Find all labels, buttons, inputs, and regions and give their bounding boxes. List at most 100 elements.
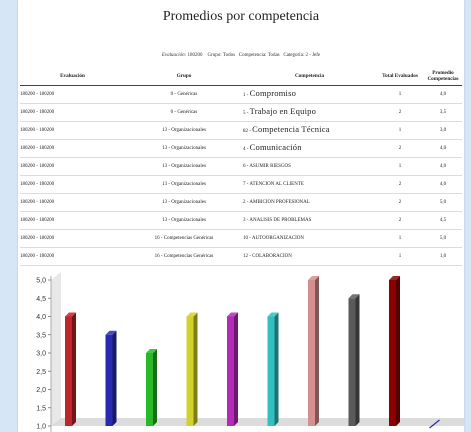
competencia-name: ATENCION AL CLIENTE xyxy=(249,181,304,187)
competencia-code: 2 - xyxy=(243,199,249,205)
cell-promedio: 5,0 xyxy=(424,193,462,212)
competencia-name: ASUMIR RIESGOS xyxy=(249,163,291,169)
report-page: Promedios por competencia Evaluación: 18… xyxy=(18,0,464,432)
cell-total-evaluados: 1 xyxy=(376,157,424,176)
table-row: 180200 - 180200 16 - Competencias Genéric… xyxy=(20,229,462,248)
chart-side-wall xyxy=(51,272,61,426)
evaluacion-label: Evaluación: xyxy=(161,53,187,58)
competencia-code: 6 - xyxy=(243,163,249,169)
cell-grupo: 13 - Organizacionales xyxy=(125,175,243,194)
cell-total-evaluados: 2 xyxy=(376,193,424,212)
cell-evaluacion: 180200 - 180200 xyxy=(20,85,125,104)
competencia-code: 5 - xyxy=(243,111,249,116)
grupo-label: Grupo: xyxy=(207,53,222,58)
cell-promedio: 4,0 xyxy=(424,175,462,194)
competencia-code: 82 - xyxy=(243,129,251,134)
cell-promedio: 3,5 xyxy=(424,103,462,122)
competencia-name: AUTOORGANIZACION xyxy=(251,235,305,241)
y-tick-label: 3,0 xyxy=(36,351,46,358)
cell-grupo: 13 - Organizacionales xyxy=(125,193,243,212)
y-tick-label: 4,5 xyxy=(36,296,46,303)
y-tick-label: 5,0 xyxy=(36,278,46,285)
table-row: 180200 - 180200 13 - Organizacionales 82 -… xyxy=(20,121,462,140)
cell-evaluacion: 180200 - 180200 xyxy=(20,247,125,266)
cell-total-evaluados: 2 xyxy=(376,175,424,194)
cell-competencia: 4 - Comunicación xyxy=(243,139,376,158)
table-row: 180200 - 180200 0 - Genéricas 5 - Trabajo … xyxy=(20,103,462,122)
cell-competencia: 3 - ANALISIS DE PROBLEMAS xyxy=(243,211,376,230)
bar-6 xyxy=(267,316,275,426)
competencia-name: COLABORACION xyxy=(252,253,292,259)
table-row: 180200 - 180200 13 - Organizacionales 4 - … xyxy=(20,139,462,158)
bar-top-7 xyxy=(308,276,319,280)
cell-promedio: 5,0 xyxy=(424,229,462,248)
bar-top-5 xyxy=(227,312,238,317)
y-tick-label: 4,0 xyxy=(36,314,46,321)
cell-evaluacion: 180200 - 180200 xyxy=(20,103,125,122)
competencia-name: Trabajo en Equipo xyxy=(249,106,317,116)
competencia-code: 4 - xyxy=(243,147,249,152)
header-competencia: Competencia xyxy=(243,67,376,86)
cell-evaluacion: 180200 - 180200 xyxy=(20,211,125,230)
report-title: Promedios por competencia xyxy=(162,9,320,24)
grupo-value: Todos xyxy=(222,53,236,58)
cell-grupo: 16 - Competencias Genéricas xyxy=(125,229,243,248)
bar-3 xyxy=(146,353,153,426)
report-parameters: Evaluación: 180200 Grupo: Todos Competen… xyxy=(18,53,464,58)
cell-total-evaluados: 2 xyxy=(376,139,424,158)
cell-competencia: 2 - AMBICION PROFESIONAL xyxy=(243,193,376,212)
table-row: 180200 - 180200 13 - Organizacionales 6 - … xyxy=(20,157,462,176)
cell-competencia: 10 - AUTOORGANIZACION xyxy=(243,229,376,248)
competencia-name: AMBICION PROFESIONAL xyxy=(249,199,310,205)
competencia-name: ANALISIS DE PROBLEMAS xyxy=(249,217,312,223)
cell-grupo: 13 - Organizacionales xyxy=(125,157,243,176)
bar-side-5 xyxy=(234,312,238,426)
table-row: 180200 - 180200 0 - Genéricas 1 - Compromi… xyxy=(20,85,462,104)
header-grupo: Grupo xyxy=(125,67,243,86)
bar-side-7 xyxy=(315,276,319,426)
bar-top-2 xyxy=(105,330,117,335)
cell-promedio: 4,0 xyxy=(424,157,462,176)
cell-total-evaluados: 2 xyxy=(376,211,424,230)
bar-top-6 xyxy=(267,312,279,317)
competencia-name: Comunicación xyxy=(249,142,302,152)
cell-competencia: 7 - ATENCION AL CLIENTE xyxy=(243,175,376,194)
cell-promedio: 4,0 xyxy=(424,85,462,104)
bar-2 xyxy=(105,334,113,426)
competency-bar-chart: 1,0 1,5 2,0 2,5 3,0 3,5 4,0 4,5 5,0 xyxy=(36,272,464,432)
cell-evaluacion: 180200 - 180200 xyxy=(20,229,125,248)
table-header-row: Evaluación Grupo Competencia Total Evalu… xyxy=(20,67,462,86)
cell-competencia: 82 - Competencia Técnica xyxy=(243,121,376,140)
bar-side-8 xyxy=(355,294,360,426)
categoria-label: Categoría: xyxy=(283,53,305,58)
cell-grupo: 0 - Genéricas xyxy=(125,85,243,104)
header-total-evaluados: Total Evaluados xyxy=(376,67,424,86)
table-body: 180200 - 180200 0 - Genéricas 1 - Compromi… xyxy=(20,85,462,266)
bar-1 xyxy=(65,316,72,426)
bar-side-6 xyxy=(274,312,279,426)
table-row: 180200 - 180200 13 - Organizacionales 3 - … xyxy=(20,211,462,230)
cell-evaluacion: 180200 - 180200 xyxy=(20,175,125,194)
competencia-name: Compromiso xyxy=(249,88,297,98)
competencia-value: Todas xyxy=(267,53,280,58)
bar-8 xyxy=(348,298,356,426)
bar-side-1 xyxy=(72,312,76,426)
categoria-value: 2 - Jefe xyxy=(305,53,321,58)
y-tick-label: 3,5 xyxy=(36,332,46,339)
bar-7 xyxy=(308,280,315,426)
bar-top-4 xyxy=(186,312,198,317)
bar-top-3 xyxy=(146,349,157,353)
evaluacion-value: 180200 xyxy=(187,53,203,58)
competencia-code: 10 - xyxy=(243,235,251,241)
header-evaluacion: Evaluación xyxy=(20,67,125,86)
cell-grupo: 13 - Organizacionales xyxy=(125,121,243,140)
bar-side-2 xyxy=(112,330,117,426)
y-tick-label: 2,0 xyxy=(36,387,46,394)
cell-promedio: 3,0 xyxy=(424,121,462,140)
cell-evaluacion: 180200 - 180200 xyxy=(20,193,125,212)
cell-evaluacion: 180200 - 180200 xyxy=(20,121,125,140)
results-table: Evaluación Grupo Competencia Total Evalu… xyxy=(20,67,462,266)
y-tick-label: 1,5 xyxy=(36,405,46,412)
bar-10 xyxy=(429,419,440,429)
cell-total-evaluados: 1 xyxy=(376,229,424,248)
